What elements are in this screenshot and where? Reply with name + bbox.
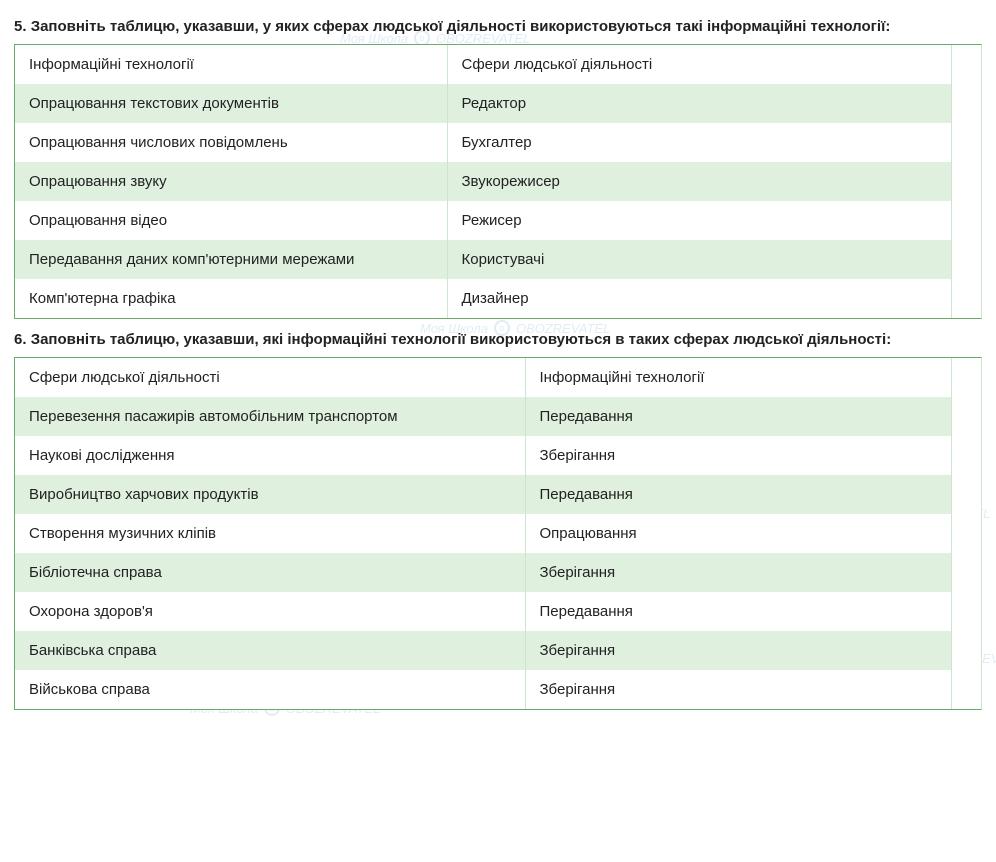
cell-col1: Опрацювання звуку	[15, 162, 447, 201]
cell-col1: Перевезення пасажирів автомобільним тран…	[15, 397, 525, 436]
cell-col2: Інформаційні технології	[525, 358, 951, 397]
table-row: Створення музичних кліпівОпрацювання	[15, 514, 981, 553]
cell-col2: Звукорежисер	[447, 162, 951, 201]
extra-empty-col	[951, 45, 981, 318]
cell-col2: Бухгалтер	[447, 123, 951, 162]
cell-col2: Редактор	[447, 84, 951, 123]
cell-col1: Комп'ютерна графіка	[15, 279, 447, 318]
table-row: Передавання даних комп'ютерними мережами…	[15, 240, 981, 279]
cell-col2: Передавання	[525, 397, 951, 436]
cell-col2: Зберігання	[525, 631, 951, 670]
cell-col2: Зберігання	[525, 670, 951, 709]
table-row: Охорона здоров'яПередавання	[15, 592, 981, 631]
question-6-heading: 6. Заповніть таблицю, указавши, які інфо…	[14, 329, 982, 351]
question-6-text: Заповніть таблицю, указавши, які інформа…	[31, 331, 892, 348]
cell-col1: Передавання даних комп'ютерними мережами	[15, 240, 447, 279]
table-6-wrap: Сфери людської діяльностіІнформаційні те…	[14, 357, 982, 710]
table-6: Сфери людської діяльностіІнформаційні те…	[15, 358, 981, 709]
cell-col2: Передавання	[525, 592, 951, 631]
table-row: Опрацювання звукуЗвукорежисер	[15, 162, 981, 201]
table-row: Виробництво харчових продуктівПередаванн…	[15, 475, 981, 514]
cell-col1: Інформаційні технології	[15, 45, 447, 84]
table-row: Наукові дослідженняЗберігання	[15, 436, 981, 475]
cell-col1: Опрацювання числових повідомлень	[15, 123, 447, 162]
table-row: Банківська справаЗберігання	[15, 631, 981, 670]
cell-col2: Зберігання	[525, 436, 951, 475]
cell-col1: Банківська справа	[15, 631, 525, 670]
table-row: Опрацювання числових повідомленьБухгалте…	[15, 123, 981, 162]
table-row: Опрацювання відеоРежисер	[15, 201, 981, 240]
cell-col1: Виробництво харчових продуктів	[15, 475, 525, 514]
cell-col2: Режисер	[447, 201, 951, 240]
cell-col1: Опрацювання текстових документів	[15, 84, 447, 123]
table-row: Інформаційні технологіїСфери людської ді…	[15, 45, 981, 84]
question-5-number: 5.	[14, 18, 27, 35]
cell-col1: Створення музичних кліпів	[15, 514, 525, 553]
question-5-text: Заповніть таблицю, указавши, у яких сфер…	[31, 18, 891, 35]
cell-col1: Охорона здоров'я	[15, 592, 525, 631]
extra-empty-col	[951, 358, 981, 709]
table-row: Військова справаЗберігання	[15, 670, 981, 709]
cell-col2: Користувачі	[447, 240, 951, 279]
cell-col1: Бібліотечна справа	[15, 553, 525, 592]
cell-col2: Передавання	[525, 475, 951, 514]
cell-col1: Наукові дослідження	[15, 436, 525, 475]
cell-col2: Зберігання	[525, 553, 951, 592]
table-5-wrap: Інформаційні технологіїСфери людської ді…	[14, 44, 982, 319]
cell-col1: Військова справа	[15, 670, 525, 709]
cell-col2: Сфери людської діяльності	[447, 45, 951, 84]
table-row: Бібліотечна справаЗберігання	[15, 553, 981, 592]
cell-col2: Дизайнер	[447, 279, 951, 318]
table-row: Перевезення пасажирів автомобільним тран…	[15, 397, 981, 436]
cell-col1: Сфери людської діяльності	[15, 358, 525, 397]
question-5-heading: 5. Заповніть таблицю, указавши, у яких с…	[14, 16, 982, 38]
cell-col2: Опрацювання	[525, 514, 951, 553]
table-row: Опрацювання текстових документівРедактор	[15, 84, 981, 123]
question-6-number: 6.	[14, 331, 27, 348]
table-row: Комп'ютерна графікаДизайнер	[15, 279, 981, 318]
cell-col1: Опрацювання відео	[15, 201, 447, 240]
table-5: Інформаційні технологіїСфери людської ді…	[15, 45, 981, 318]
table-row: Сфери людської діяльностіІнформаційні те…	[15, 358, 981, 397]
